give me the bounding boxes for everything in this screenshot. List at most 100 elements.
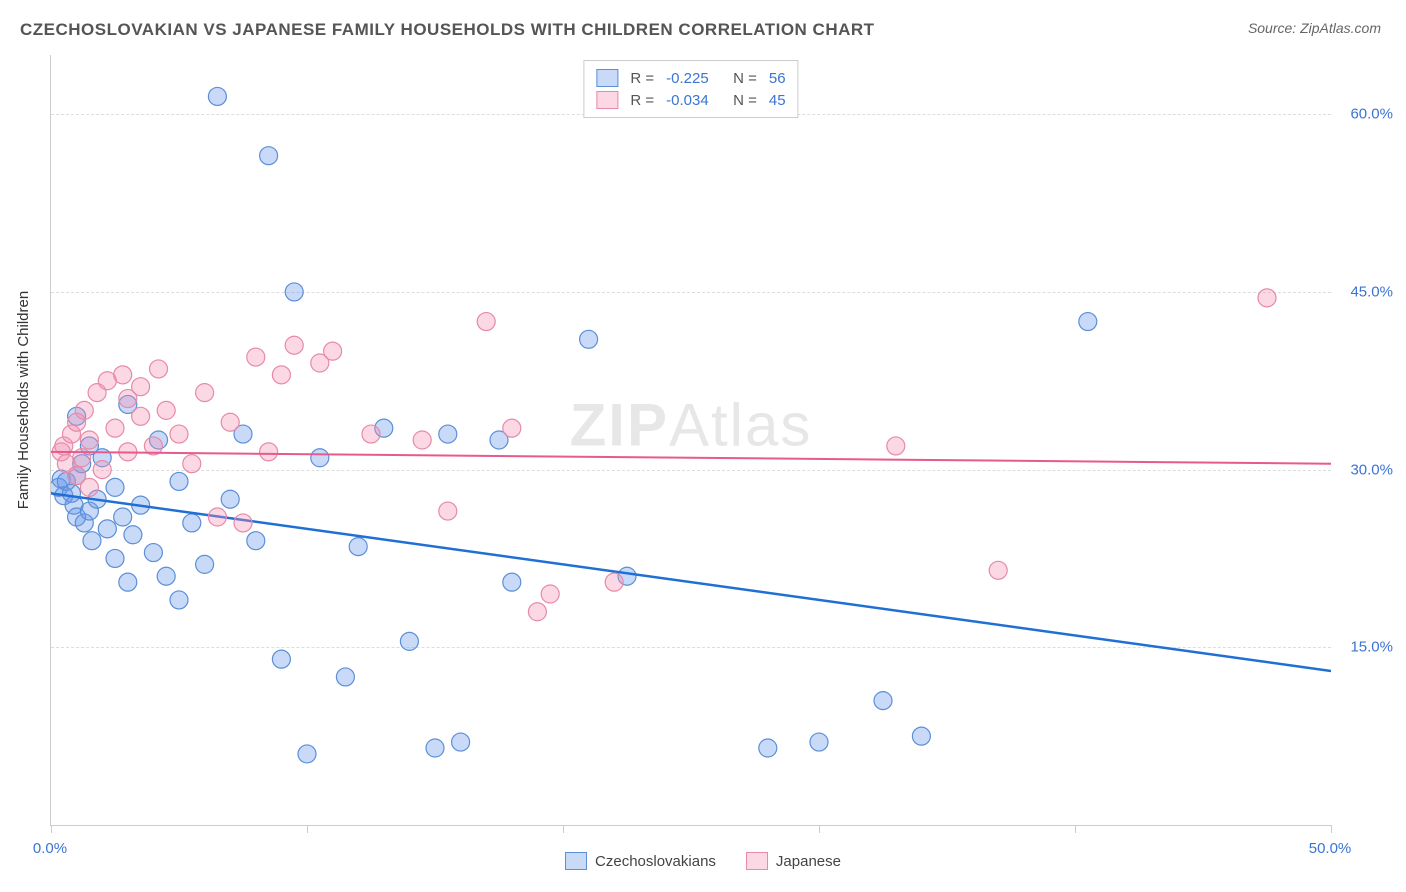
data-point bbox=[311, 449, 329, 467]
data-point bbox=[183, 455, 201, 473]
source-label: Source: ZipAtlas.com bbox=[1248, 20, 1381, 36]
data-point bbox=[260, 147, 278, 165]
data-point bbox=[93, 461, 111, 479]
data-point bbox=[132, 378, 150, 396]
data-point bbox=[336, 668, 354, 686]
stat-r-label: R = bbox=[630, 92, 654, 109]
legend-swatch bbox=[596, 91, 618, 109]
series-legend-item: Japanese bbox=[746, 852, 841, 870]
data-point bbox=[119, 573, 137, 591]
data-point bbox=[503, 419, 521, 437]
data-point bbox=[80, 478, 98, 496]
data-point bbox=[196, 555, 214, 573]
series-legend-item: Czechoslovakians bbox=[565, 852, 716, 870]
y-tick-label: 30.0% bbox=[1338, 461, 1393, 478]
data-point bbox=[528, 603, 546, 621]
data-point bbox=[1258, 289, 1276, 307]
y-tick-label: 45.0% bbox=[1338, 283, 1393, 300]
data-point bbox=[157, 401, 175, 419]
data-point bbox=[272, 366, 290, 384]
correlation-legend-row: R = -0.225 N = 56 bbox=[596, 67, 785, 89]
data-point bbox=[362, 425, 380, 443]
x-tick bbox=[1331, 825, 1332, 833]
data-point bbox=[170, 591, 188, 609]
data-point bbox=[298, 745, 316, 763]
data-point bbox=[912, 727, 930, 745]
correlation-legend-row: R = -0.034 N = 45 bbox=[596, 89, 785, 111]
stat-r-value: -0.225 bbox=[666, 70, 721, 87]
data-point bbox=[272, 650, 290, 668]
data-point bbox=[439, 502, 457, 520]
data-point bbox=[605, 573, 623, 591]
data-point bbox=[324, 342, 342, 360]
data-point bbox=[285, 336, 303, 354]
data-point bbox=[83, 532, 101, 550]
y-tick-label: 60.0% bbox=[1338, 106, 1393, 123]
data-point bbox=[541, 585, 559, 603]
regression-line bbox=[51, 452, 1331, 464]
data-point bbox=[132, 407, 150, 425]
legend-swatch bbox=[746, 852, 768, 870]
stat-n-label: N = bbox=[733, 70, 757, 87]
x-tick bbox=[819, 825, 820, 833]
data-point bbox=[221, 413, 239, 431]
x-tick bbox=[307, 825, 308, 833]
data-point bbox=[221, 490, 239, 508]
data-point bbox=[477, 313, 495, 331]
data-point bbox=[759, 739, 777, 757]
data-point bbox=[247, 532, 265, 550]
data-point bbox=[439, 425, 457, 443]
series-legend: Czechoslovakians Japanese bbox=[565, 852, 841, 870]
data-point bbox=[98, 520, 116, 538]
data-point bbox=[452, 733, 470, 751]
y-axis-label: Family Households with Children bbox=[15, 291, 32, 509]
data-point bbox=[234, 514, 252, 532]
data-point bbox=[874, 692, 892, 710]
data-point bbox=[349, 538, 367, 556]
data-point bbox=[1079, 313, 1097, 331]
stat-r-value: -0.034 bbox=[666, 92, 721, 109]
legend-swatch bbox=[596, 69, 618, 87]
data-point bbox=[106, 478, 124, 496]
data-point bbox=[114, 508, 132, 526]
data-point bbox=[247, 348, 265, 366]
x-tick-label: 0.0% bbox=[33, 840, 67, 857]
legend-swatch bbox=[565, 852, 587, 870]
data-point bbox=[260, 443, 278, 461]
x-tick-label: 50.0% bbox=[1309, 840, 1352, 857]
data-point bbox=[157, 567, 175, 585]
data-point bbox=[183, 514, 201, 532]
data-point bbox=[285, 283, 303, 301]
data-point bbox=[114, 366, 132, 384]
data-point bbox=[144, 544, 162, 562]
data-point bbox=[150, 360, 168, 378]
data-point bbox=[989, 561, 1007, 579]
data-point bbox=[75, 401, 93, 419]
chart-title: CZECHOSLOVAKIAN VS JAPANESE FAMILY HOUSE… bbox=[20, 20, 875, 40]
data-point bbox=[503, 573, 521, 591]
series-legend-label: Czechoslovakians bbox=[595, 853, 716, 870]
stat-n-value: 45 bbox=[769, 92, 786, 109]
data-point bbox=[208, 87, 226, 105]
data-point bbox=[413, 431, 431, 449]
data-point bbox=[810, 733, 828, 751]
data-point bbox=[208, 508, 226, 526]
data-point bbox=[170, 425, 188, 443]
y-tick-label: 15.0% bbox=[1338, 639, 1393, 656]
stat-n-label: N = bbox=[733, 92, 757, 109]
data-point bbox=[106, 419, 124, 437]
data-point bbox=[887, 437, 905, 455]
scatter-plot-svg bbox=[51, 55, 1331, 825]
data-point bbox=[400, 632, 418, 650]
data-point bbox=[170, 472, 188, 490]
x-tick bbox=[563, 825, 564, 833]
x-tick bbox=[1075, 825, 1076, 833]
stat-r-label: R = bbox=[630, 70, 654, 87]
data-point bbox=[80, 431, 98, 449]
data-point bbox=[124, 526, 142, 544]
data-point bbox=[580, 330, 598, 348]
chart-area: ZIPAtlas R =-0.225N =56R =-0.034N =45 15… bbox=[50, 55, 1331, 826]
x-tick bbox=[51, 825, 52, 833]
stat-n-value: 56 bbox=[769, 70, 786, 87]
data-point bbox=[196, 384, 214, 402]
